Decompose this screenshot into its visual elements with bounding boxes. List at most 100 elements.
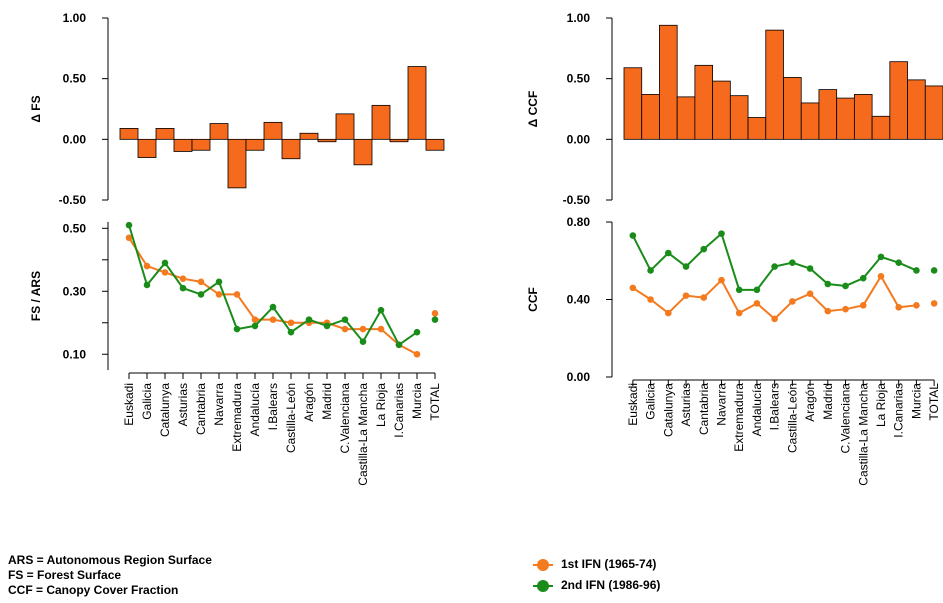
delta-ccf-bar-arag-n: [800, 102, 820, 140]
ccf-x-label-castilla-le-n: Castilla-León: [785, 383, 799, 453]
ccf-series-1-point-total: [930, 300, 938, 307]
fs-ars-series-2-point-c-valenciana: [341, 316, 349, 323]
fs-ars-series-1-point-murcia: [413, 350, 421, 358]
fs-ars-series-1-point-cantabria: [197, 278, 205, 286]
delta-ccf-bar-murcia: [907, 79, 926, 140]
ccf-series-1-point-cantabria: [700, 294, 708, 301]
ccf-series-1-point-i-balears: [771, 315, 778, 323]
delta-ccf-bar-navarra: [712, 80, 731, 140]
delta-fs-bar-c-valenciana: [335, 113, 355, 140]
fs-ars-x-label-murcia: Murcia: [410, 383, 424, 419]
ccf-y-label: CCF: [526, 287, 540, 312]
ccf-series-1-point-castilla-la-mancha: [859, 302, 867, 309]
fs-ars-x-label-navarra: Navarra: [212, 383, 226, 426]
fs-ars-x-label-madrid: Madrid: [320, 383, 334, 420]
delta-ccf-bar-total: [924, 85, 943, 140]
delta-ccf-y-tick-label: 0.00: [567, 132, 591, 146]
delta-fs-bar-la-rioja: [371, 104, 391, 140]
ccf-series-2-point-cantabria: [700, 245, 708, 253]
legend-label-second: 2nd IFN (1986-96): [561, 578, 661, 592]
ccf-series-1-point-asturias: [682, 292, 690, 299]
fs-ars-x-label-cantabria: Cantabria: [194, 383, 208, 435]
fs-ars-x-label-catalunya: Catalunya: [158, 383, 172, 437]
ccf-x-label-euskadi: Euskadi: [626, 383, 640, 426]
note-ccf: CCF = Canopy Cover Fraction: [8, 583, 179, 597]
fs-ars-series-2-point-i-balears: [269, 303, 277, 311]
fs-ars-series-1-point-total: [431, 310, 439, 317]
fs-ars-series-1-point-castilla-le-n: [287, 319, 295, 327]
ccf-x-label-murcia: Murcia: [909, 383, 923, 419]
ccf-series-2-point-total: [930, 267, 938, 274]
fs-ars-x-label-i-balears: I.Balears: [266, 383, 280, 430]
fs-ars-series-2-point-galicia: [143, 281, 151, 289]
legend-marker-first: [537, 559, 549, 571]
ccf-x-label-asturias: Asturias: [679, 383, 693, 426]
fs-ars-series-2-point-castilla-la-mancha: [359, 338, 367, 345]
ccf-series-2-point-i-balears: [771, 263, 778, 270]
delta-ccf-bar-extremadura: [729, 95, 749, 140]
delta-ccf-bar-castilla-le-n: [783, 77, 802, 140]
delta-fs-bar-asturias: [173, 138, 193, 152]
fs-ars-x-label-galicia: Galicia: [140, 383, 154, 420]
fs-ars-x-label-la-rioja: La Rioja: [374, 383, 388, 427]
ccf-series-1-point-la-rioja: [877, 272, 885, 280]
ccf-series-2-point-castilla-le-n: [789, 259, 796, 266]
ccf-y-tick-label: 0.80: [567, 215, 591, 229]
ccf-series-1-point-castilla-le-n: [789, 298, 796, 305]
delta-fs-y-tick-label: 0.50: [63, 72, 87, 86]
ccf-series-1-point-euskadi: [629, 284, 637, 292]
ccf-series-2-point-la-rioja: [877, 253, 885, 261]
ccf-x-label-total: TOTAL: [927, 383, 941, 421]
ccf-series-2-point-asturias: [682, 263, 690, 270]
legend-marker-second: [537, 580, 549, 592]
fs-ars-series-2-point-castilla-le-n: [287, 328, 295, 336]
delta-ccf-y-label: Δ CCF: [526, 91, 540, 128]
delta-ccf-y-tick-label: -0.50: [563, 193, 591, 207]
note-fs: FS = Forest Surface: [8, 568, 122, 582]
fs-ars-y-tick-label: 0.50: [63, 221, 87, 235]
fs-ars-x-label-asturias: Asturias: [176, 383, 190, 426]
delta-fs-y-label: Δ FS: [29, 95, 43, 122]
ccf-x-label-c-valenciana: C.Valenciana: [839, 383, 853, 454]
ccf-x-label-andaluc-a: Andalucía: [750, 383, 764, 437]
fs-ars-series-2-point-extremadura: [233, 325, 241, 333]
fs-ars-series-1-point-galicia: [143, 262, 151, 270]
fs-ars-series-2-point-arag-n: [305, 316, 313, 323]
delta-fs-bar-i-balears: [263, 121, 283, 140]
fs-ars-series-2-point-andaluc-a: [251, 322, 259, 330]
delta-ccf-bar-euskadi: [623, 67, 643, 140]
fs-ars-series-1-point-c-valenciana: [341, 325, 349, 333]
fs-ars-series-2-point-euskadi: [125, 221, 133, 229]
delta-ccf-bar-galicia: [641, 94, 660, 140]
fs-ars-x-label-andaluc-a: Andalucía: [248, 383, 262, 437]
delta-fs-bar-total: [425, 138, 445, 151]
ccf-x-label-catalunya: Catalunya: [661, 383, 675, 437]
ccf-series-2-point-catalunya: [665, 249, 672, 257]
ccf-series-2-line: [631, 231, 917, 291]
ccf-x-label-madrid: Madrid: [821, 383, 835, 420]
ccf-series-2-point-arag-n: [806, 265, 814, 272]
fs-ars-series-1-line: [128, 237, 418, 356]
note-ars: ARS = Autonomous Region Surface: [8, 553, 212, 567]
ccf-series-1-point-navarra: [718, 276, 725, 284]
ccf-series-1-point-catalunya: [665, 309, 672, 317]
fs-ars-series-1-point-catalunya: [161, 269, 169, 276]
ccf-series-1-point-andaluc-a: [753, 300, 761, 307]
ccf-series-2-point-galicia: [647, 267, 654, 274]
delta-fs-bar-cantabria: [191, 138, 211, 151]
ccf-x-label-i-canarias: I.Canarias: [892, 383, 906, 438]
ccf-x-label-la-rioja: La Rioja: [874, 383, 888, 427]
ccf-series-2-point-madrid: [824, 280, 832, 288]
delta-ccf-bar-c-valenciana: [836, 97, 855, 140]
fs-ars-series-1-point-la-rioja: [377, 325, 385, 333]
fs-ars-series-2-point-asturias: [179, 284, 187, 292]
ccf-series-1-point-galicia: [647, 296, 654, 303]
fs-ars-x-label-arag-n: Aragón: [302, 383, 316, 422]
ccf-series-1-point-arag-n: [806, 290, 814, 297]
fs-ars-series-2-point-cantabria: [197, 291, 205, 298]
delta-ccf-y-tick-label: 1.00: [567, 11, 591, 25]
delta-fs-y-tick-label: -0.50: [59, 193, 87, 207]
ccf-series-2-point-murcia: [913, 267, 920, 274]
ccf-series-2-point-i-canarias: [895, 259, 902, 266]
